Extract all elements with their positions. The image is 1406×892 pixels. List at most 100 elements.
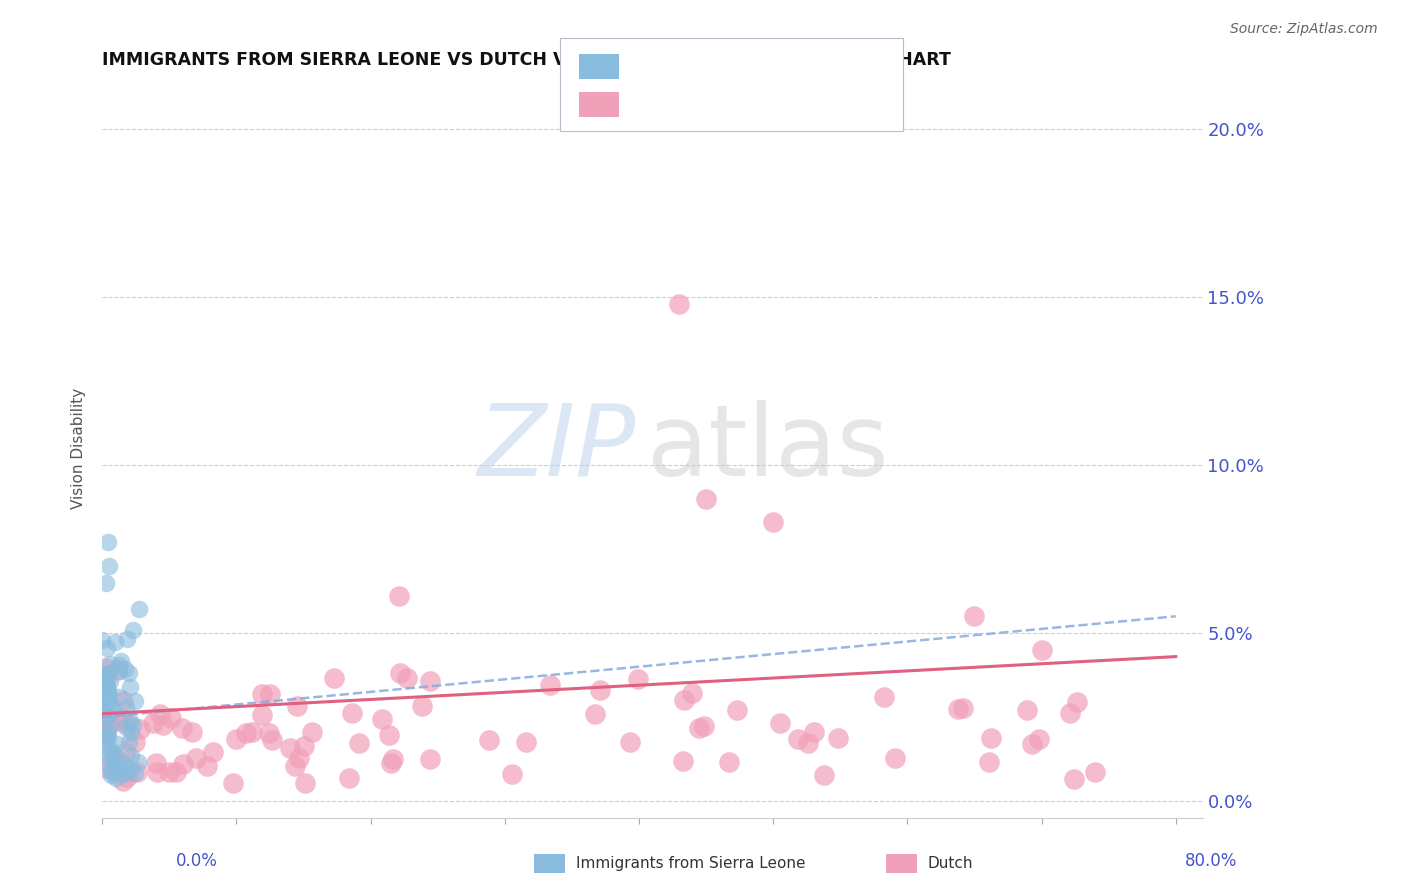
Text: 69: 69 xyxy=(770,58,801,76)
Point xyxy=(97,696,120,710)
Point xyxy=(260,733,283,747)
Point xyxy=(100,768,122,782)
Point xyxy=(157,764,180,779)
Point xyxy=(762,515,785,529)
Point xyxy=(152,718,174,732)
Point xyxy=(1063,772,1085,786)
Point xyxy=(100,743,122,757)
Point xyxy=(952,701,974,715)
Point xyxy=(96,575,118,590)
Point xyxy=(94,712,117,726)
Point xyxy=(93,688,115,702)
Point xyxy=(122,623,145,637)
Text: ZIP: ZIP xyxy=(478,400,636,497)
Point xyxy=(94,709,117,723)
Point xyxy=(101,701,124,715)
Point xyxy=(107,663,129,677)
Point xyxy=(769,716,792,731)
Point xyxy=(146,765,169,780)
Point xyxy=(115,716,138,731)
Point xyxy=(114,746,136,760)
Point xyxy=(695,491,717,506)
Point xyxy=(145,756,167,770)
Point xyxy=(195,759,218,773)
Text: 104: 104 xyxy=(770,95,807,113)
Point xyxy=(107,664,129,678)
Point xyxy=(94,670,117,684)
Point xyxy=(202,745,225,759)
Point xyxy=(347,736,370,750)
Point xyxy=(259,687,281,701)
Point xyxy=(94,761,117,775)
Point xyxy=(94,756,117,771)
Point xyxy=(124,766,146,780)
Point xyxy=(259,725,281,739)
Point xyxy=(101,757,124,772)
Point xyxy=(118,762,141,776)
Point xyxy=(977,755,1000,769)
Text: Dutch: Dutch xyxy=(928,856,973,871)
Point xyxy=(96,667,118,681)
Point xyxy=(515,735,537,749)
Point xyxy=(797,736,820,750)
Point xyxy=(478,733,501,747)
Point xyxy=(1017,703,1039,717)
Point xyxy=(96,740,118,755)
Point xyxy=(105,737,128,751)
Point xyxy=(108,690,131,704)
Point xyxy=(110,711,132,725)
Point xyxy=(112,693,135,707)
Point xyxy=(235,725,257,739)
Point xyxy=(97,681,120,696)
Point xyxy=(284,759,307,773)
Point xyxy=(980,731,1002,745)
Point xyxy=(378,728,401,742)
Point xyxy=(688,721,710,735)
Point xyxy=(94,661,117,675)
Text: R =: R = xyxy=(630,95,673,113)
Point xyxy=(692,719,714,733)
Point xyxy=(418,674,440,689)
Point xyxy=(873,690,896,704)
Point xyxy=(1021,737,1043,751)
Point xyxy=(93,727,115,741)
Point xyxy=(588,683,610,698)
Point xyxy=(118,666,141,681)
Point xyxy=(803,724,825,739)
Point xyxy=(110,654,132,668)
Point xyxy=(107,714,129,728)
Point xyxy=(94,731,117,745)
Point xyxy=(120,724,142,739)
Point xyxy=(94,674,117,689)
Point xyxy=(627,673,650,687)
Point xyxy=(184,751,207,765)
Point xyxy=(681,686,703,700)
Point xyxy=(104,635,127,649)
Point xyxy=(172,721,194,735)
Point xyxy=(250,708,273,723)
Point xyxy=(172,756,194,771)
Point xyxy=(94,666,117,681)
Text: R =: R = xyxy=(630,58,668,76)
Point xyxy=(380,756,402,770)
Point xyxy=(93,679,115,693)
Point xyxy=(725,703,748,717)
Point xyxy=(883,751,905,765)
Point xyxy=(148,707,170,722)
Point xyxy=(97,685,120,699)
Point xyxy=(127,756,149,770)
Point xyxy=(388,666,411,681)
Point xyxy=(165,765,187,780)
Text: atlas: atlas xyxy=(647,400,889,497)
Point xyxy=(103,747,125,761)
Point xyxy=(1031,643,1053,657)
Point xyxy=(91,697,114,711)
Point xyxy=(114,701,136,715)
Point xyxy=(120,680,142,694)
Point xyxy=(110,756,132,770)
Text: Immigrants from Sierra Leone: Immigrants from Sierra Leone xyxy=(576,856,806,871)
Point xyxy=(98,657,121,672)
Text: 80.0%: 80.0% xyxy=(1185,852,1237,870)
Point xyxy=(101,764,124,779)
Point xyxy=(96,676,118,690)
